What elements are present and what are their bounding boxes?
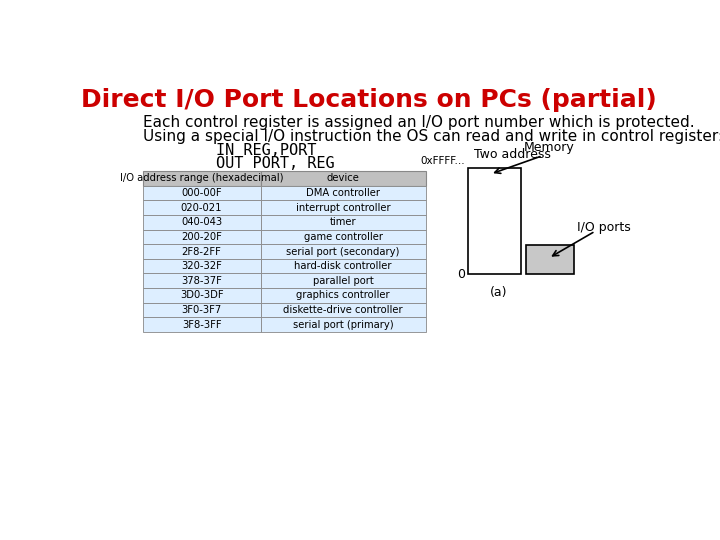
Text: 000-00F: 000-00F [181,188,222,198]
Bar [143,230,261,244]
Bar [143,273,261,288]
Text: I/O ports: I/O ports [577,221,631,234]
Text: 3F8-3FF: 3F8-3FF [181,320,222,330]
Bar [143,318,261,332]
Bar [143,186,261,200]
Text: 378-37F: 378-37F [181,276,222,286]
Bar [143,215,261,230]
Bar [261,230,426,244]
Bar [143,259,261,273]
Text: serial port (secondary): serial port (secondary) [287,247,400,256]
Text: 0xFFFF...: 0xFFFF... [420,157,465,166]
Text: Two address: Two address [474,148,551,161]
Text: I/O address range (hexadecimal): I/O address range (hexadecimal) [120,173,284,184]
Bar [143,303,261,318]
Bar [261,303,426,318]
Text: serial port (primary): serial port (primary) [293,320,393,330]
Bar [261,288,426,303]
Text: interrupt controller: interrupt controller [296,202,390,213]
Bar [468,168,521,274]
Bar [261,273,426,288]
Bar [261,186,426,200]
Bar [261,171,426,186]
Bar [526,245,574,274]
Text: Memory: Memory [524,141,575,154]
Text: 040-043: 040-043 [181,217,222,227]
Text: (a): (a) [490,286,507,299]
Bar [143,244,261,259]
Text: device: device [327,173,359,184]
Text: 020-021: 020-021 [181,202,222,213]
Bar [261,215,426,230]
Bar [261,244,426,259]
Text: 200-20F: 200-20F [181,232,222,242]
Text: DMA controller: DMA controller [306,188,380,198]
Text: IN REG,PORT: IN REG,PORT [143,143,316,158]
Text: hard-disk controller: hard-disk controller [294,261,392,271]
Text: Direct I/O Port Locations on PCs (partial): Direct I/O Port Locations on PCs (partia… [81,88,657,112]
Bar [143,288,261,303]
Text: 3F0-3F7: 3F0-3F7 [181,305,222,315]
Text: 0: 0 [457,268,465,281]
Text: Using a special I/O instruction the OS can read and write in control register:: Using a special I/O instruction the OS c… [143,129,720,144]
Text: 3D0-3DF: 3D0-3DF [180,291,223,300]
Bar [261,259,426,273]
Text: 320-32F: 320-32F [181,261,222,271]
Text: OUT PORT, REG: OUT PORT, REG [143,157,334,171]
Bar [261,318,426,332]
Text: graphics controller: graphics controller [296,291,390,300]
Text: parallel port: parallel port [312,276,374,286]
Bar [143,171,261,186]
Text: 2F8-2FF: 2F8-2FF [181,247,222,256]
Text: diskette-drive controller: diskette-drive controller [283,305,403,315]
Bar [261,200,426,215]
Text: Each control register is assigned an I/O port number which is protected.: Each control register is assigned an I/O… [143,115,694,130]
Text: game controller: game controller [304,232,382,242]
Text: timer: timer [330,217,356,227]
Bar [143,200,261,215]
